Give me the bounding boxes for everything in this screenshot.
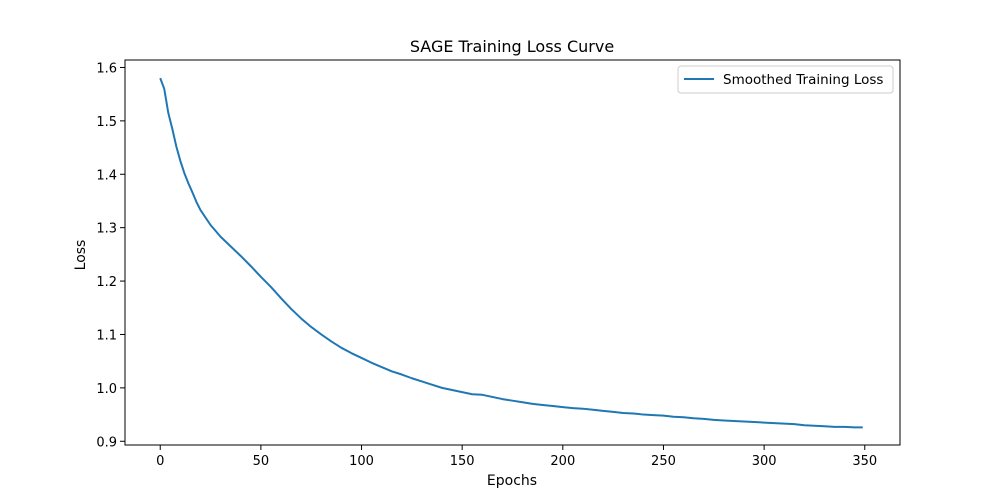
- legend-box: [677, 65, 894, 94]
- x-tick-label: 100: [349, 454, 374, 469]
- series-layer: [159, 77, 863, 429]
- y-axis: 0.9 1.0 1.1 1.2 1.3 1.4 1.5 1.6: [96, 61, 125, 450]
- x-tick-label: 200: [550, 454, 575, 469]
- y-tick-label: 1.5: [96, 115, 117, 130]
- chart-title: SAGE Training Loss Curve: [410, 37, 614, 56]
- x-tick-label: 250: [651, 454, 676, 469]
- x-tick-label: 300: [752, 454, 777, 469]
- x-axis: 0 50 100 150 200 250 300 350: [156, 445, 877, 469]
- y-tick-label: 1.6: [96, 61, 117, 76]
- y-axis-label: Loss: [73, 240, 89, 271]
- y-tick-label: 1.3: [96, 222, 117, 237]
- legend: Smoothed Training Loss: [677, 65, 894, 94]
- legend-entry-label: Smoothed Training Loss: [723, 72, 883, 88]
- series-line-smoothed-training-loss: [159, 77, 863, 429]
- x-axis-label: Epochs: [487, 473, 537, 489]
- y-tick-label: 1.1: [96, 328, 117, 343]
- x-tick-label: 0: [156, 454, 164, 469]
- y-tick-label: 1.0: [96, 382, 117, 397]
- x-tick-label: 50: [253, 454, 270, 469]
- x-tick-label: 150: [450, 454, 475, 469]
- y-tick-label: 0.9: [96, 435, 117, 450]
- x-tick-label: 350: [852, 454, 877, 469]
- plot-frame: [124, 59, 901, 446]
- y-tick-label: 1.4: [96, 168, 117, 183]
- y-tick-label: 1.2: [96, 275, 117, 290]
